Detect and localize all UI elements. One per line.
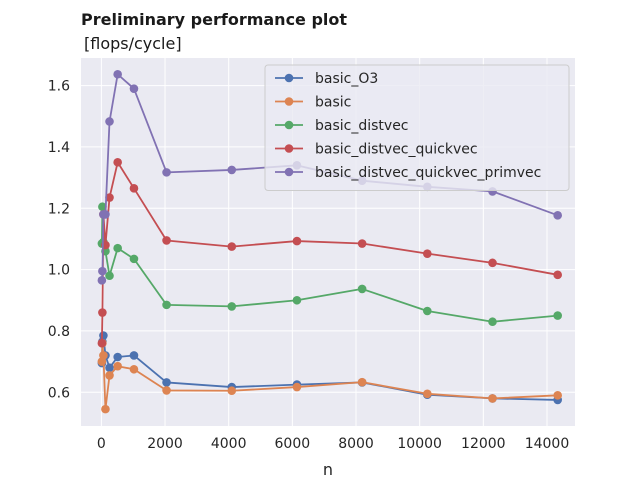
data-point — [113, 243, 122, 253]
data-point — [357, 239, 367, 248]
data-point — [105, 371, 114, 380]
x-tick-label: 8000 — [338, 436, 374, 452]
legend-swatch-marker — [284, 97, 294, 106]
legend-swatch-marker — [284, 144, 294, 153]
data-point — [488, 317, 497, 327]
data-point — [129, 254, 139, 264]
x-tick-label: 10000 — [397, 436, 442, 452]
x-tick-label: 4000 — [211, 436, 247, 452]
data-point — [105, 363, 114, 373]
data-point — [423, 249, 432, 258]
legend-label: basic_O3 — [315, 71, 378, 87]
legend-label: basic — [315, 95, 351, 111]
legend-swatch-marker — [284, 120, 294, 130]
data-point — [105, 117, 114, 126]
data-point — [99, 351, 108, 360]
y-tick-labels: 0.6 0.8 1.0 1.2 1.4 1.6 — [48, 79, 70, 402]
legend-box — [264, 64, 570, 191]
data-point — [488, 258, 497, 268]
legend-label: basic_distvec — [315, 118, 409, 134]
y-tick-label: 0.6 — [48, 385, 70, 401]
y-tick-label: 0.8 — [48, 324, 70, 340]
legend-item: basic_distvec_quickvec — [275, 142, 478, 158]
data-point — [227, 165, 237, 175]
data-point — [227, 386, 237, 396]
y-tick-label: 1.0 — [48, 263, 70, 279]
data-point — [105, 271, 114, 281]
data-point — [98, 202, 107, 212]
data-point — [129, 84, 139, 93]
data-point — [423, 389, 432, 399]
chart-subtitle: [flops/cycle] — [84, 34, 182, 53]
data-point — [423, 306, 432, 316]
data-point — [227, 242, 237, 251]
data-point — [553, 270, 562, 280]
data-point — [162, 236, 171, 245]
y-tick-label: 1.4 — [48, 140, 70, 156]
data-point — [105, 193, 114, 202]
legend-item: basic — [275, 95, 351, 111]
x-tick-label: 0 — [97, 436, 106, 452]
data-point — [113, 157, 122, 167]
data-point — [162, 168, 171, 177]
series-basic — [97, 338, 562, 414]
data-point — [227, 302, 237, 311]
data-point — [129, 184, 139, 193]
legend-swatch-marker — [284, 73, 294, 83]
legend-item: basic_O3 — [275, 71, 378, 87]
data-point — [292, 382, 302, 392]
x-tick-label: 12000 — [461, 436, 506, 452]
data-point — [98, 266, 107, 276]
legend-item: basic_distvec_quickvec_primvec — [275, 165, 541, 181]
data-point — [162, 378, 171, 387]
x-tick-labels: 0 2000 4000 6000 8000 10000 12000 14000 — [97, 436, 569, 452]
x-axis-label: n — [323, 460, 333, 479]
x-tick-label: 14000 — [525, 436, 570, 452]
y-tick-label: 1.2 — [48, 201, 70, 217]
data-point — [101, 404, 110, 414]
data-point — [488, 394, 497, 403]
data-point — [101, 210, 110, 219]
data-point — [553, 391, 562, 400]
data-point — [357, 377, 367, 387]
chart-title: Preliminary performance plot — [81, 10, 348, 29]
data-point — [97, 276, 107, 285]
data-point — [357, 284, 367, 294]
data-point — [113, 361, 122, 371]
data-point — [553, 211, 562, 220]
data-point — [553, 311, 562, 320]
x-tick-label: 6000 — [275, 436, 311, 452]
data-point — [129, 364, 139, 374]
x-tick-label: 2000 — [147, 436, 183, 452]
y-tick-label: 1.6 — [48, 79, 70, 95]
data-point — [292, 236, 302, 246]
data-point — [129, 351, 139, 360]
data-point — [98, 308, 107, 317]
data-point — [97, 338, 107, 348]
data-point — [162, 386, 171, 395]
legend-item: basic_distvec — [275, 118, 409, 134]
data-point — [113, 352, 122, 362]
data-point — [99, 331, 108, 340]
legend-label: basic_distvec_quickvec_primvec — [315, 165, 541, 181]
data-point — [292, 295, 302, 305]
legend-label: basic_distvec_quickvec — [315, 142, 478, 158]
data-point — [113, 69, 122, 79]
data-point — [162, 300, 171, 310]
legend-swatch-marker — [284, 167, 294, 177]
